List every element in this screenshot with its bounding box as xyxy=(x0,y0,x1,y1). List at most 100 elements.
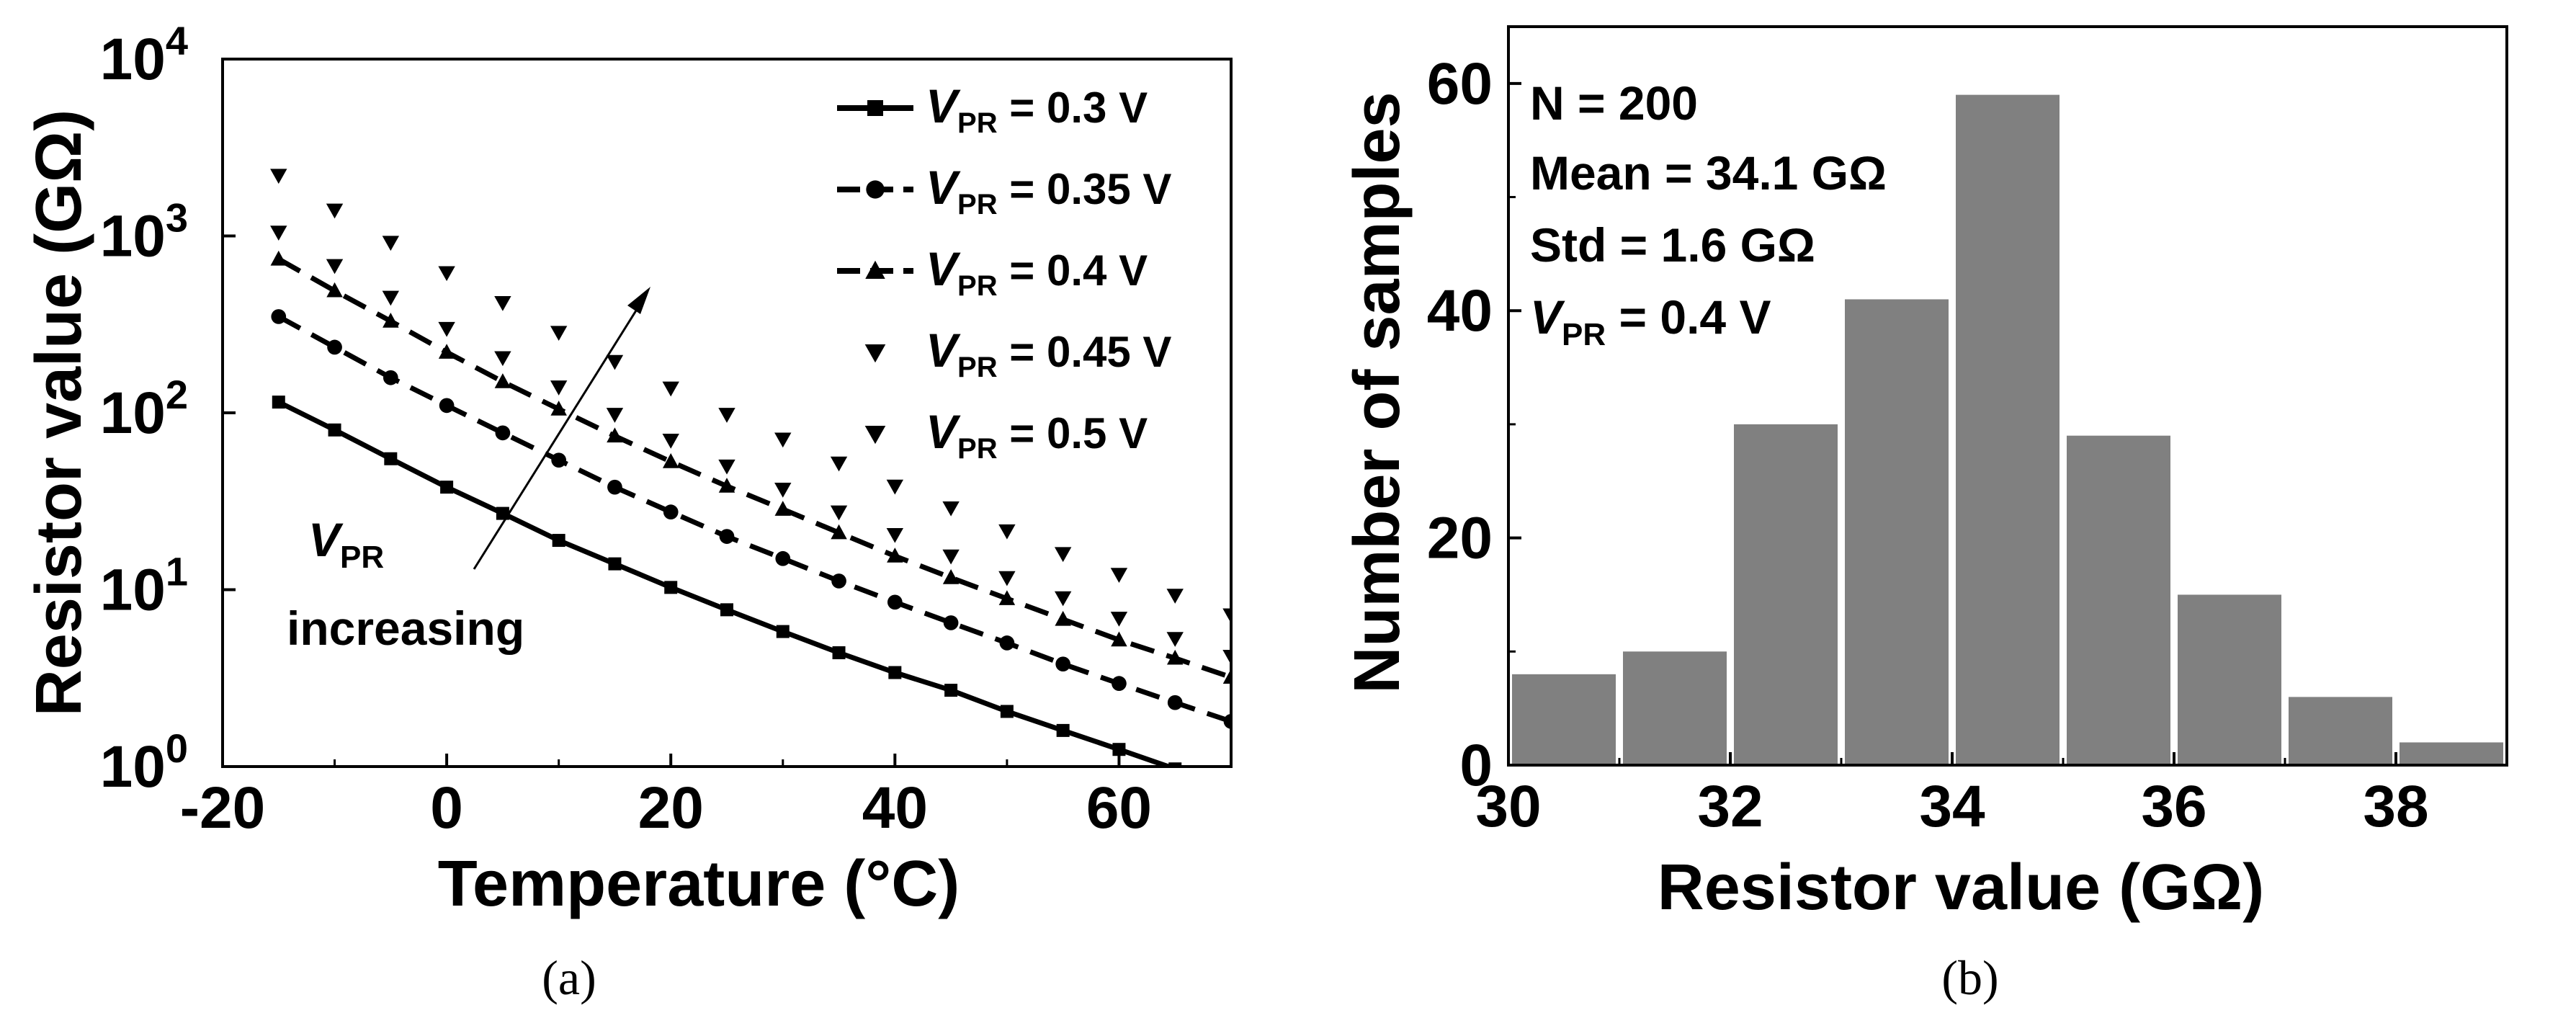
panel-b-ticks-layer: 30 32 34 36 38 0 20 40 60 xyxy=(1427,51,2429,839)
legend-marker xyxy=(867,100,883,116)
series-3-point xyxy=(326,282,343,298)
series-4-point xyxy=(662,434,679,449)
series-2-point xyxy=(663,504,679,519)
series-3-point xyxy=(718,478,735,493)
series-4-point xyxy=(1054,591,1072,607)
series-5-point xyxy=(494,295,511,311)
legend-marker xyxy=(864,426,886,445)
series-4-point xyxy=(942,549,960,565)
y-tick-label: 60 xyxy=(1427,51,1493,117)
series-1-point xyxy=(608,557,622,571)
series-5-point xyxy=(998,524,1016,540)
series-3-point xyxy=(774,501,792,516)
series-3-point xyxy=(270,250,287,266)
series-2-point xyxy=(719,529,735,544)
series-4-point xyxy=(1110,612,1128,627)
panel-a-plot-frame xyxy=(221,58,1233,768)
series-2-point xyxy=(1112,676,1127,692)
series-1-point xyxy=(944,684,958,697)
series-2-point xyxy=(607,479,622,495)
panel-a-x-axis-label: Temperature (°C) xyxy=(438,848,960,920)
series-5-point xyxy=(1054,547,1072,563)
series-4-point xyxy=(718,459,735,475)
series-3-line xyxy=(277,256,1231,680)
series-4-point xyxy=(1166,632,1184,647)
series-4-point xyxy=(774,483,792,498)
series-1-point xyxy=(1056,723,1070,737)
x-tick-label: 0 xyxy=(430,775,463,841)
series-3-point xyxy=(1055,610,1071,626)
series-3-point xyxy=(1222,669,1231,684)
y-tick-label: 101 xyxy=(100,549,188,623)
panel-b-plot-frame xyxy=(1507,25,2508,767)
legend-label: VPR = 0.4 V xyxy=(926,242,1148,302)
histogram-bar xyxy=(2289,697,2392,765)
series-3-point xyxy=(1111,631,1127,647)
series-3-point xyxy=(662,452,679,468)
panel-b-caption: (b) xyxy=(1941,950,1998,1005)
series-2-point xyxy=(271,309,287,324)
series-2-point xyxy=(495,425,511,441)
series-4-point xyxy=(270,226,287,241)
series-5-point xyxy=(830,456,848,472)
series-2-point xyxy=(383,370,398,385)
y-tick-label: 40 xyxy=(1427,278,1493,344)
series-4-point xyxy=(438,321,455,337)
panel-b-stat-n: N = 200 xyxy=(1530,76,1698,130)
series-2-point xyxy=(775,550,791,566)
x-tick-label: 40 xyxy=(862,775,928,841)
series-1-point xyxy=(776,625,790,638)
panel-b-y-axis-label: Number of samples xyxy=(1341,91,1413,693)
x-tick-label: 30 xyxy=(1475,774,1541,839)
series-5-point xyxy=(1110,568,1128,583)
series-2-point xyxy=(943,615,959,630)
series-3-point xyxy=(998,590,1016,605)
series-4-point xyxy=(886,527,904,543)
histogram-bar xyxy=(1734,424,1838,765)
histogram-bar xyxy=(1845,299,1949,765)
series-3-point xyxy=(438,344,455,359)
histogram-bar xyxy=(2400,742,2503,765)
panel-b-histogram: 30 32 34 36 38 0 20 40 60 Number of samples Resi… xyxy=(1341,25,2508,1005)
series-2-point xyxy=(1223,713,1231,729)
legend-label: VPR = 0.5 V xyxy=(926,405,1148,465)
y-tick-label: 102 xyxy=(100,372,188,446)
series-5-point xyxy=(1166,589,1184,604)
panel-a-legend: VPR = 0.3 V VPR = 0.35 V VPR = 0.4 V VPR = … xyxy=(837,79,1171,465)
legend-entry-4: VPR = 0.45 V xyxy=(864,323,1171,383)
histogram-bar xyxy=(1623,651,1727,765)
series-5-point xyxy=(942,501,960,517)
series-3-point xyxy=(607,427,623,443)
series-5-point xyxy=(550,326,568,341)
x-tick-label: 32 xyxy=(1697,774,1763,839)
series-2-line xyxy=(277,314,1231,724)
panel-b-bars-layer xyxy=(1512,94,2503,766)
legend-entry-3: VPR = 0.4 V xyxy=(837,242,1148,302)
series-2-point xyxy=(1055,656,1071,672)
series-1-point xyxy=(440,481,454,494)
y-tick-label: 103 xyxy=(100,195,188,269)
series-4-point xyxy=(326,259,344,274)
y-tick-label: 100 xyxy=(100,725,188,800)
series-1 xyxy=(272,396,1182,767)
x-tick-label: 36 xyxy=(2141,774,2206,839)
series-2-point xyxy=(831,573,846,589)
series-2-point xyxy=(1167,695,1183,710)
series-5-point xyxy=(774,432,792,448)
histogram-bar xyxy=(2067,435,2170,765)
series-5-point xyxy=(886,479,904,495)
series-2-point xyxy=(999,635,1015,651)
legend-entry-1: VPR = 0.3 V xyxy=(837,79,1148,139)
series-3-point xyxy=(550,401,567,416)
panel-a-line-chart: -20 0 20 40 60 100 101 102 103 104 Resistor value… xyxy=(23,18,1233,1005)
histogram-bar xyxy=(1512,674,1616,765)
y-tick-label: 20 xyxy=(1427,506,1493,571)
legend-marker xyxy=(864,344,886,363)
series-1-point xyxy=(720,603,733,617)
series-4-point xyxy=(606,408,624,423)
panel-a-annotation-increasing: increasing xyxy=(287,602,524,655)
series-3-point xyxy=(831,524,847,540)
series-5-point xyxy=(718,408,735,423)
legend-label: VPR = 0.35 V xyxy=(926,161,1171,220)
